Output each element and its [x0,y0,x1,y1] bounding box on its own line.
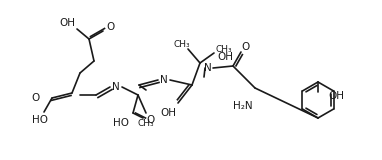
Text: HO: HO [32,115,48,125]
Text: OH: OH [160,108,176,118]
Text: CH₃: CH₃ [138,119,154,128]
Text: N: N [204,63,212,73]
Text: H₂N: H₂N [233,101,253,111]
Text: N: N [160,75,168,85]
Text: OH: OH [59,18,75,28]
Text: OH: OH [328,91,344,101]
Text: HO: HO [113,118,129,128]
Text: O: O [32,93,40,103]
Text: OH: OH [217,52,233,62]
Text: CH₃: CH₃ [174,40,190,48]
Text: O: O [147,115,155,125]
Text: O: O [107,22,115,32]
Text: O: O [242,42,250,52]
Text: N: N [112,82,120,92]
Text: CH₃: CH₃ [216,44,232,53]
